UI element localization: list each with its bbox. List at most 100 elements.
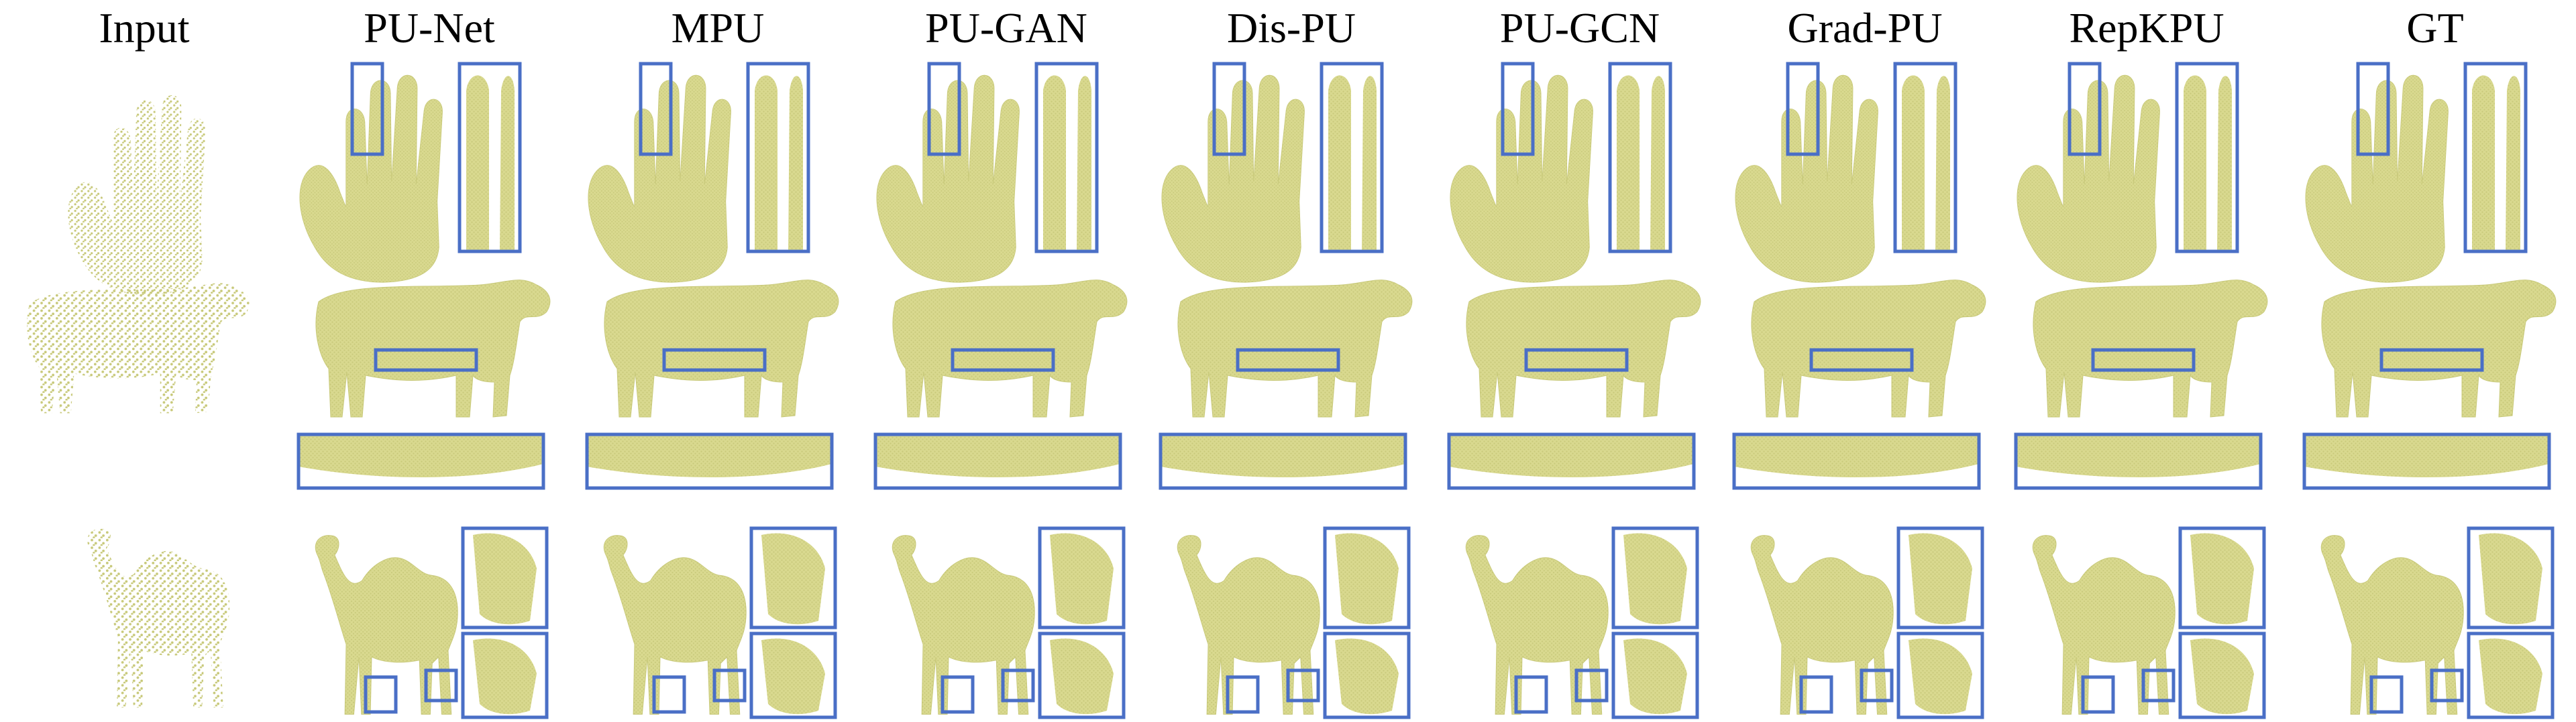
cow-zoom-panel [1447,432,1696,490]
hand-zoom-marker [2068,62,2102,156]
camel-zoom-marker-right [1860,668,1894,703]
camel-zoom-panel-bottom [1323,631,1411,719]
hand-point-cloud [1161,74,1305,283]
camel-point-cloud [603,535,747,715]
hand-zoom-panel-frame [1034,62,1099,253]
camel-zoom-panel-bottom [461,631,549,719]
camel-zoom-panel-bottom [2467,631,2555,719]
camel-zoom-panel-bottom-frame [1611,631,1699,719]
hand-zoom-panel [2463,62,2528,253]
hand-zoom-panel-frame [2175,62,2239,253]
column-header-label: PU-Net [364,4,495,52]
column-grad-pu [1732,62,1986,719]
camel-zoom-panel-top-frame [1323,526,1411,629]
column-header-label: Dis-PU [1226,4,1356,52]
hand-zoom-panel [1608,62,1672,253]
camel-zoom-panel-top-frame [1038,526,1126,629]
hand-point-cloud [876,74,1020,283]
cow-zoom-marker [1809,348,1914,372]
camel-point-cloud [1177,535,1320,715]
hand-point-cloud [2305,74,2449,283]
hand-zoom-panel-frame [1893,62,1957,253]
column-header-gt: GT [2294,0,2576,56]
camel-zoom-panel-top-frame [461,526,549,629]
camel-zoom-marker-right [1574,668,1609,703]
camel-zoom-panel-bottom-frame [1323,631,1411,719]
camel-zoom-panel-top-frame [1896,526,1984,629]
camel-zoom-panel-bottom [1896,631,1984,719]
cow-zoom-panel [297,432,545,490]
camel-zoom-panel-top [2178,526,2266,629]
cow-zoom-panel [1732,432,1981,490]
camel-zoom-panel-top [1896,526,1984,629]
cow-zoom-marker [2379,348,2484,372]
cow-zoom-panel-frame [1159,432,1407,490]
hand-zoom-marker [1501,62,1535,156]
hand-point-cloud [1735,74,1878,283]
camel-zoom-marker-right [2430,668,2464,703]
hand-zoom-panel [1034,62,1099,253]
camel-zoom-marker-left [941,675,975,714]
cow-zoom-panel [2302,432,2551,490]
hand-zoom-panel [2175,62,2239,253]
camel-zoom-marker-right [1001,668,1035,703]
column-header-grad-pu: Grad-PU [1724,0,2006,56]
camel-zoom-panel-top [461,526,549,629]
column-header-mpu: MPU [577,0,859,56]
camel-point-cloud [892,535,1035,715]
hand-zoom-panel-frame [1608,62,1672,253]
camel-zoom-panel-top [1611,526,1699,629]
hand-point-cloud [2017,74,2160,283]
camel-zoom-panel-bottom-frame [1038,631,1126,719]
cow-zoom-panel [585,432,834,490]
column-header-pu-gcn: PU-GCN [1439,0,1721,56]
camel-zoom-marker-left [2081,675,2115,714]
camel-zoom-panel-top-frame [2178,526,2266,629]
camel-zoom-panel-bottom [1038,631,1126,719]
column-header-pu-gan: PU-GAN [865,0,1147,56]
cow-zoom-marker [1236,348,1340,372]
camel-zoom-panel-top [2467,526,2555,629]
camel-zoom-panel-bottom-frame [461,631,549,719]
cow-zoom-panel [1159,432,1407,490]
column-header-dis-pu: Dis-PU [1150,0,1432,56]
camel-zoom-marker-right [2141,668,2176,703]
column-header-repkpu: RepKPU [2006,0,2288,56]
camel-zoom-panel-top [1038,526,1126,629]
camel-zoom-marker-left [652,675,686,714]
hand-zoom-panel [746,62,810,253]
hand-zoom-marker [639,62,673,156]
column-header-pu-net: PU-Net [288,0,570,56]
cow-zoom-marker [1524,348,1629,372]
cow-zoom-panel-frame [2014,432,2263,490]
hand-zoom-marker [927,62,961,156]
camel-zoom-panel-top-frame [1611,526,1699,629]
cow-zoom-marker [662,348,767,372]
camel-zoom-marker-left [1226,675,1260,714]
hand-point-cloud [68,95,206,296]
hand-zoom-panel-frame [458,62,522,253]
cow-point-cloud [27,283,250,414]
hand-point-cloud [588,74,731,283]
column-header-label: Input [99,4,190,52]
cow-zoom-panel-frame [1447,432,1696,490]
camel-point-cloud [315,535,458,715]
column-header-label: RepKPU [2069,4,2224,52]
camel-zoom-marker-left [2369,675,2404,714]
column-header-label: PU-GCN [1499,4,1660,52]
camel-zoom-panel-bottom-frame [749,631,837,719]
column-header-label: MPU [671,4,765,52]
camel-zoom-panel-top-frame [2467,526,2555,629]
camel-zoom-marker-right [1286,668,1320,703]
cow-zoom-panel [2014,432,2263,490]
camel-zoom-panel-top-frame [749,526,837,629]
camel-zoom-panel-top [749,526,837,629]
camel-point-cloud [1750,535,1894,715]
cow-zoom-marker [374,348,478,372]
camel-zoom-panel-bottom [2178,631,2266,719]
hand-point-cloud [299,74,443,283]
column-input [27,95,250,708]
camel-zoom-marker-left [364,675,398,714]
hand-point-cloud [1450,74,1593,283]
column-header-label: GT [2406,4,2464,52]
